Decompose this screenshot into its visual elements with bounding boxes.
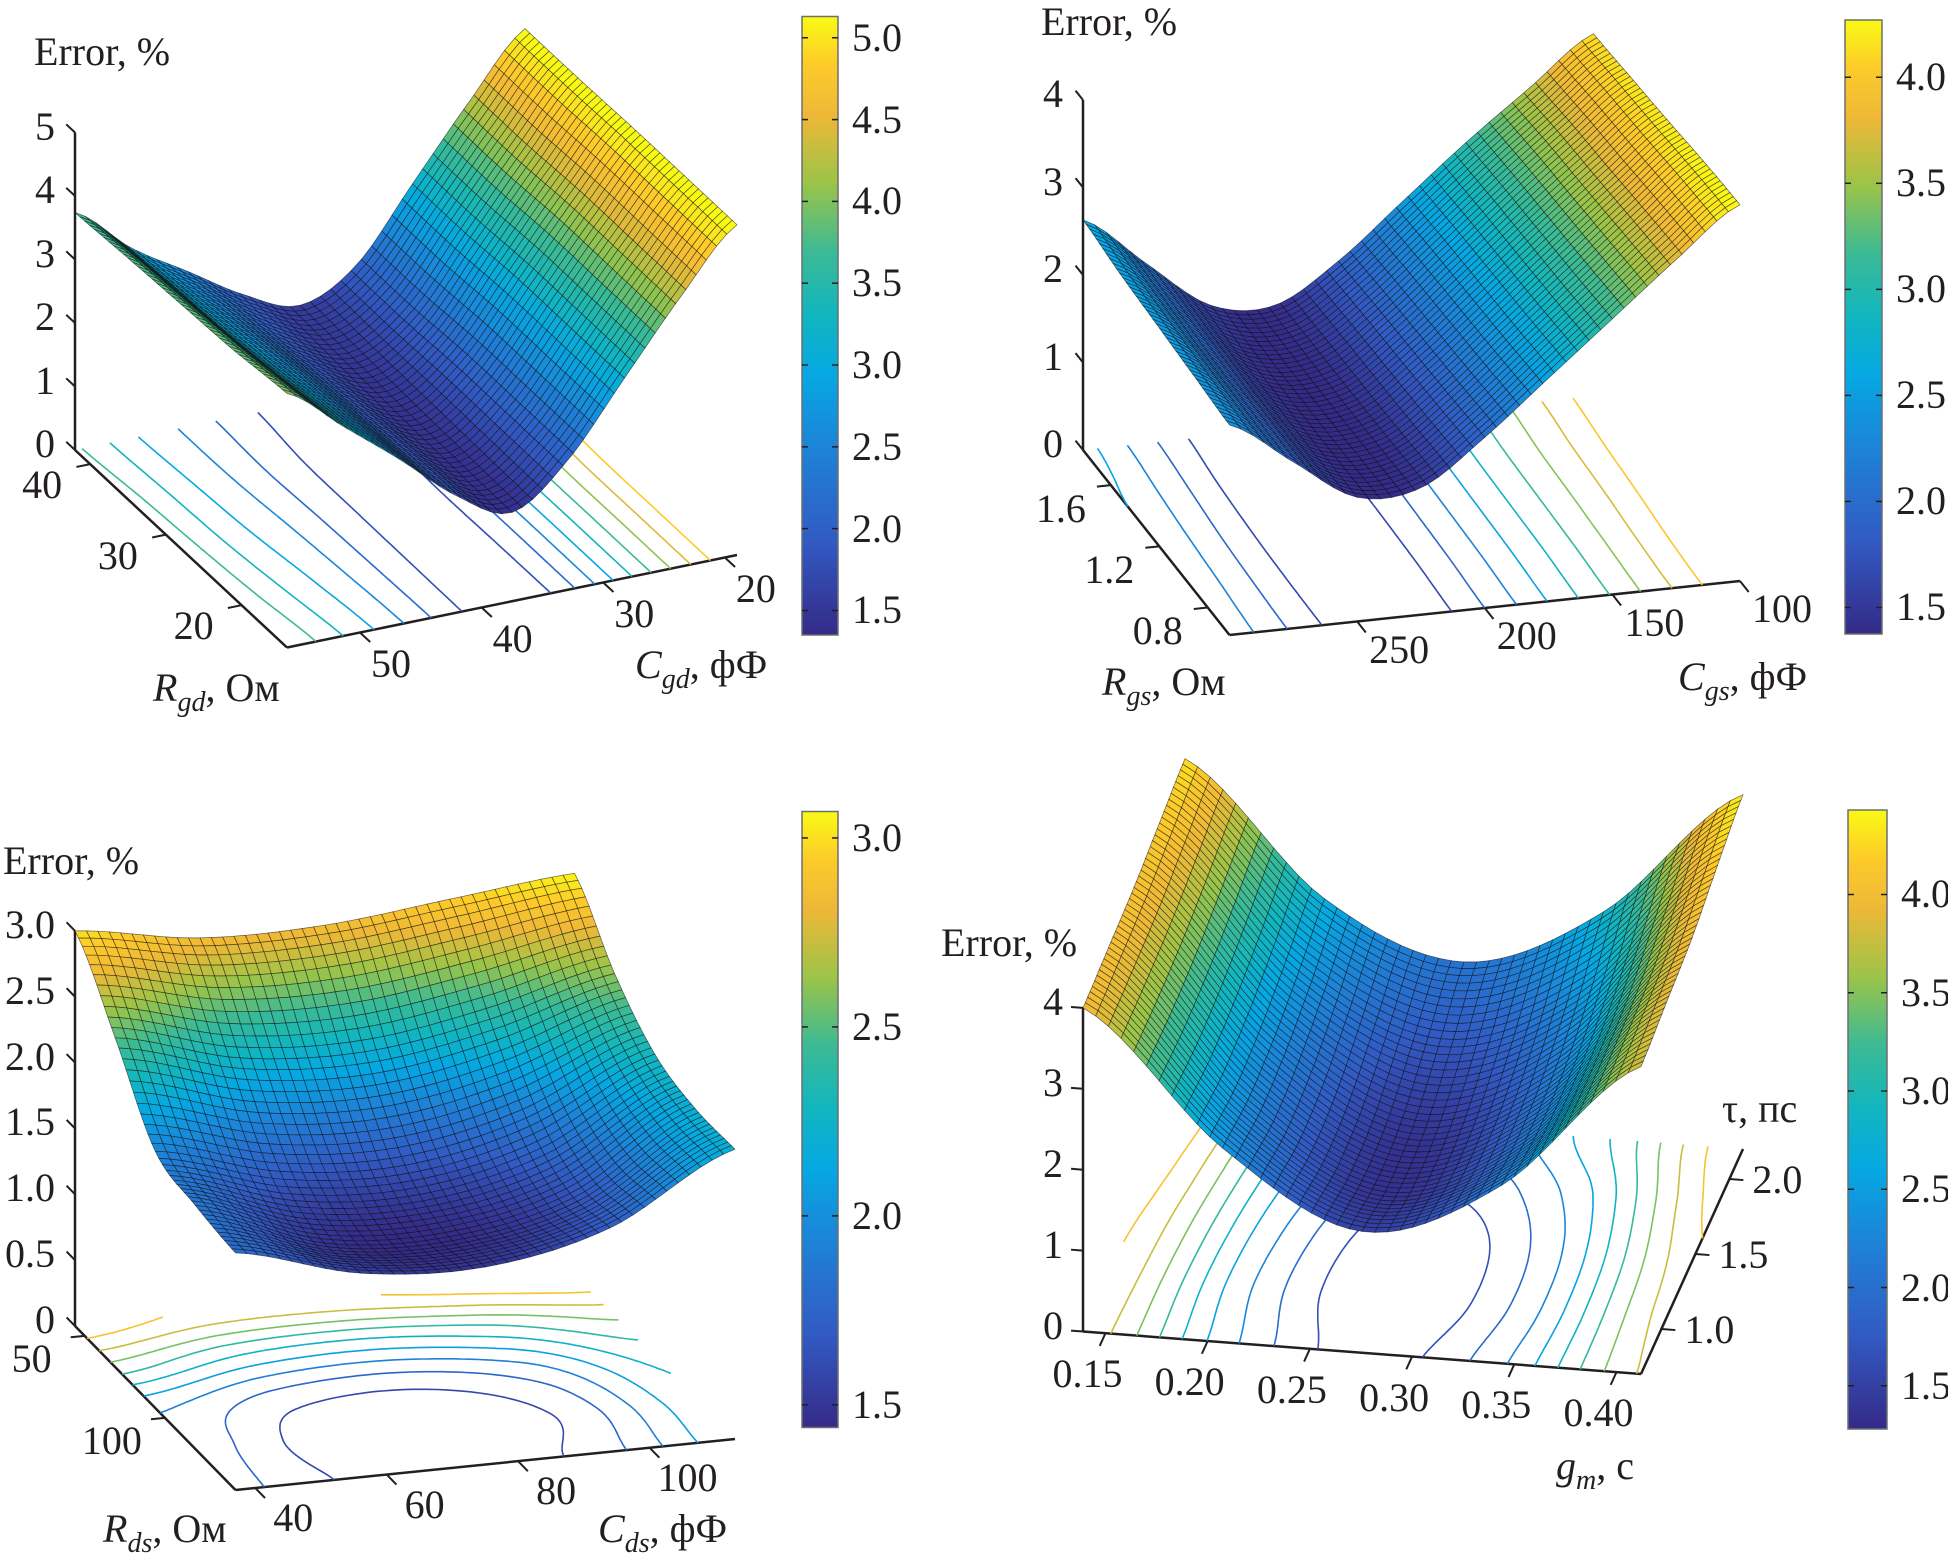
col-axis-tick [1611,593,1622,607]
z-tick [65,1250,76,1261]
row-axis-tick [1193,606,1208,610]
z-tick [65,1185,76,1195]
col-axis-tick [517,1460,529,1472]
row-axis-tick [150,1416,165,1421]
row-axis-tick [1145,545,1160,549]
z-tick [1074,89,1084,101]
col-axis-tick [602,581,615,593]
z-tick [65,1316,76,1327]
z-tick [65,123,76,134]
row-axis-line [74,449,288,649]
colorbar [801,15,839,636]
col-axis-tick [1356,620,1367,634]
col-axis-tick [254,1487,266,1499]
colorbar [801,810,839,1429]
col-axis-tick [385,1473,398,1486]
z-tick [65,377,76,388]
contour-line [132,1335,672,1386]
z-tick [65,921,76,932]
col-axis-tick [480,606,493,618]
surface-mesh [74,872,736,1275]
contour-line [1473,408,1611,596]
contour-line [109,377,633,637]
col-axis-line [286,553,738,649]
z-tick [65,987,76,998]
contour-line [99,1303,604,1352]
col-axis-tick [724,556,736,568]
z-tick [65,187,76,197]
row-axis-tick [70,1334,85,1339]
surface-mesh [74,28,738,515]
surface-mesh [1081,33,1741,500]
z-tick [65,314,76,324]
col-axis-tick [1739,580,1750,593]
contour-line [81,374,652,643]
z-tick [65,441,76,451]
row-axis-tick [76,463,91,468]
row-axis-tick [227,604,242,609]
col-axis-tick [1483,607,1495,620]
colorbar [1844,19,1883,635]
contour-line [279,1388,565,1481]
contour-line [1507,404,1642,592]
z-tick [65,250,76,261]
col-axis-tick [359,631,371,643]
z-tick [65,1119,76,1130]
row-axis-tick [151,533,167,539]
z-tick [65,1053,76,1064]
row-axis-tick [1096,484,1111,488]
contour-line [1572,397,1703,586]
contour-line [1541,401,1673,589]
